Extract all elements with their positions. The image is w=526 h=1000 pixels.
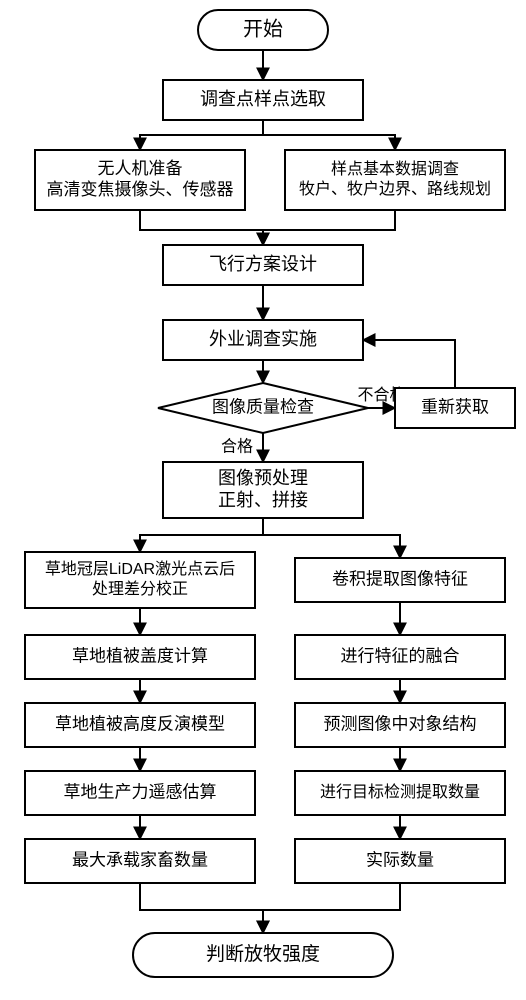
node-n_reacq: 重新获取 (395, 388, 515, 428)
node-n_uav-label: 高清变焦摄像头、传感器 (47, 180, 234, 199)
node-end: 判断放牧强度 (133, 933, 393, 977)
edge (140, 135, 263, 150)
node-n_sample: 调查点样点选取 (163, 80, 363, 120)
flowchart-canvas: 不合格合格 开始调查点样点选取无人机准备高清变焦摄像头、传感器样点基本数据调查牧… (0, 0, 526, 1000)
node-n_plan-label: 飞行方案设计 (209, 254, 317, 274)
node-n_sample-label: 调查点样点选取 (200, 89, 326, 109)
node-l3-label: 草地植被高度反演模型 (55, 714, 225, 733)
node-n_uav-label: 无人机准备 (98, 159, 183, 178)
node-l4: 草地生产力遥感估算 (25, 771, 255, 815)
node-n_field-label: 外业调查实施 (209, 329, 317, 349)
node-l1-label: 草地冠层LiDAR激光点云后 (45, 560, 235, 578)
node-r3-label: 预测图像中对象结构 (324, 714, 477, 733)
node-r5-label: 实际数量 (366, 850, 434, 869)
node-n_pre: 图像预处理正射、拼接 (163, 462, 363, 518)
edge (140, 210, 263, 230)
node-r5: 实际数量 (295, 839, 505, 883)
node-l5-label: 最大承载家畜数量 (72, 850, 208, 869)
node-l1-label: 处理差分校正 (92, 580, 188, 598)
node-n_qc-label: 图像质量检查 (212, 397, 314, 416)
node-n_basic: 样点基本数据调查牧户、牧户边界、路线规划 (285, 150, 505, 210)
node-l2-label: 草地植被盖度计算 (72, 646, 208, 665)
node-n_pre-label: 正射、拼接 (218, 490, 308, 510)
node-start: 开始 (198, 10, 328, 50)
edge (140, 535, 263, 552)
node-n_plan: 飞行方案设计 (163, 245, 363, 285)
node-l3: 草地植被高度反演模型 (25, 703, 255, 747)
node-l5: 最大承载家畜数量 (25, 839, 255, 883)
node-end-label: 判断放牧强度 (206, 943, 320, 965)
edge (363, 340, 455, 388)
nodes-layer: 开始调查点样点选取无人机准备高清变焦摄像头、传感器样点基本数据调查牧户、牧户边界… (25, 10, 515, 977)
node-n_basic-label: 样点基本数据调查 (331, 160, 459, 178)
edge (140, 883, 263, 910)
node-l4-label: 草地生产力遥感估算 (64, 782, 217, 801)
node-r3: 预测图像中对象结构 (295, 703, 505, 747)
edge (263, 535, 400, 558)
node-n_pre-label: 图像预处理 (218, 468, 308, 488)
node-l2: 草地植被盖度计算 (25, 635, 255, 679)
node-l1: 草地冠层LiDAR激光点云后处理差分校正 (25, 552, 255, 608)
node-r4: 进行目标检测提取数量 (295, 771, 505, 815)
node-start-label: 开始 (243, 17, 283, 40)
node-n_qc: 图像质量检查 (158, 383, 368, 433)
edge (263, 883, 400, 910)
node-r1: 卷积提取图像特征 (295, 558, 505, 602)
edge-label: 合格 (221, 438, 253, 456)
node-r1-label: 卷积提取图像特征 (332, 569, 468, 588)
node-r4-label: 进行目标检测提取数量 (320, 783, 480, 801)
node-n_reacq-label: 重新获取 (421, 397, 489, 416)
node-n_uav: 无人机准备高清变焦摄像头、传感器 (35, 150, 245, 210)
node-r2-label: 进行特征的融合 (341, 646, 460, 665)
node-n_field: 外业调查实施 (163, 320, 363, 360)
node-n_basic-label: 牧户、牧户边界、路线规划 (299, 180, 491, 198)
node-r2: 进行特征的融合 (295, 635, 505, 679)
edge (263, 135, 395, 150)
edge (263, 210, 395, 230)
